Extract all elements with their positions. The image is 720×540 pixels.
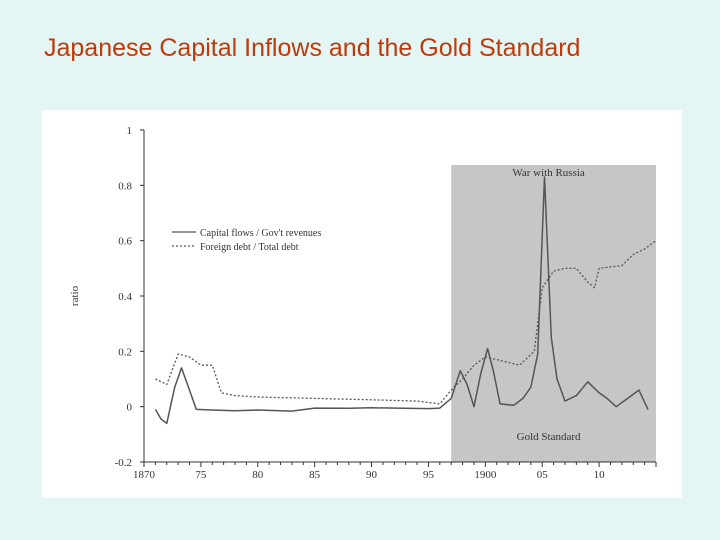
y-tick-label: 0.8 xyxy=(118,180,132,192)
y-tick-label: 1 xyxy=(127,125,133,137)
y-tick-label: 0.2 xyxy=(118,346,132,358)
x-tick-label: 05 xyxy=(537,469,549,481)
chart-figure: -0.2 0 0.2 0.4 0.6 0.8 1 1870 75 80 85 90 95 1900 05 10… xyxy=(42,110,682,498)
x-tick-label: 75 xyxy=(195,469,207,481)
shaded-regions xyxy=(451,165,656,462)
x-tick-label: 90 xyxy=(366,469,378,481)
series-lines xyxy=(154,176,657,425)
shade-bottom-label: Gold Standard xyxy=(517,431,581,443)
series-line-foreign-debt xyxy=(155,240,657,405)
line-chart: -0.2 0 0.2 0.4 0.6 0.8 1 1870 75 80 85 90 95 1900 05 10… xyxy=(69,125,657,481)
axes: -0.2 0 0.2 0.4 0.6 0.8 1 1870 75 80 85 90 95 1900 05 10… xyxy=(69,125,657,481)
annotations: War with Russia Gold Standard xyxy=(512,167,585,443)
legend: Capital flows / Gov't revenues Foreign de… xyxy=(172,228,321,253)
x-tick-label: 85 xyxy=(309,469,321,481)
series-line-capital-flows xyxy=(154,176,649,425)
y-tick-label: -0.2 xyxy=(115,457,132,469)
x-tick-label: 95 xyxy=(423,469,435,481)
x-tick-label: 1870 xyxy=(133,469,156,481)
x-tick-label: 80 xyxy=(252,469,264,481)
y-tick-label: 0.4 xyxy=(118,291,132,303)
y-tick-label: 0.6 xyxy=(118,236,132,248)
y-tick-label: 0 xyxy=(127,402,133,414)
shaded-region-gold-standard xyxy=(451,165,656,462)
legend-label: Foreign debt / Total debt xyxy=(200,242,299,253)
shade-top-label: War with Russia xyxy=(512,167,585,179)
y-axis-label: ratio xyxy=(69,285,81,306)
slide-title: Japanese Capital Inflows and the Gold St… xyxy=(44,34,581,62)
legend-label: Capital flows / Gov't revenues xyxy=(200,228,321,239)
x-tick-label: 1900 xyxy=(474,469,497,481)
x-tick-label: 10 xyxy=(594,469,606,481)
